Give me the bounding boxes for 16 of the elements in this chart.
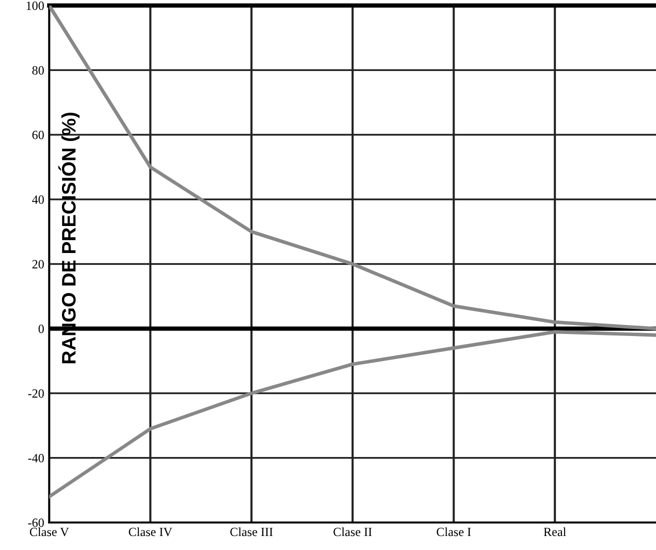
y-tick-label: -40 xyxy=(28,454,44,462)
y-tick-label: 20 xyxy=(32,260,44,268)
x-tick-label: Clase IV xyxy=(128,527,172,536)
y-axis-title: RANGO DE PRECISIÓN (%) xyxy=(58,112,80,364)
x-tick-label: Real xyxy=(544,527,566,536)
y-tick-label: -20 xyxy=(28,389,44,398)
y-tick-label: 100 xyxy=(26,2,44,10)
y-tick-label: 60 xyxy=(32,130,44,140)
y-tick-label: 80 xyxy=(32,66,44,75)
x-tick-label: Clase V xyxy=(30,527,69,536)
x-tick-label: Clase I xyxy=(436,527,471,536)
y-tick-label: -60 xyxy=(28,518,44,527)
x-tick-label: Clase III xyxy=(230,527,273,536)
y-tick-label: 40 xyxy=(32,195,44,204)
x-tick-label: Clase II xyxy=(334,527,372,536)
y-tick-label: 0 xyxy=(38,324,44,334)
